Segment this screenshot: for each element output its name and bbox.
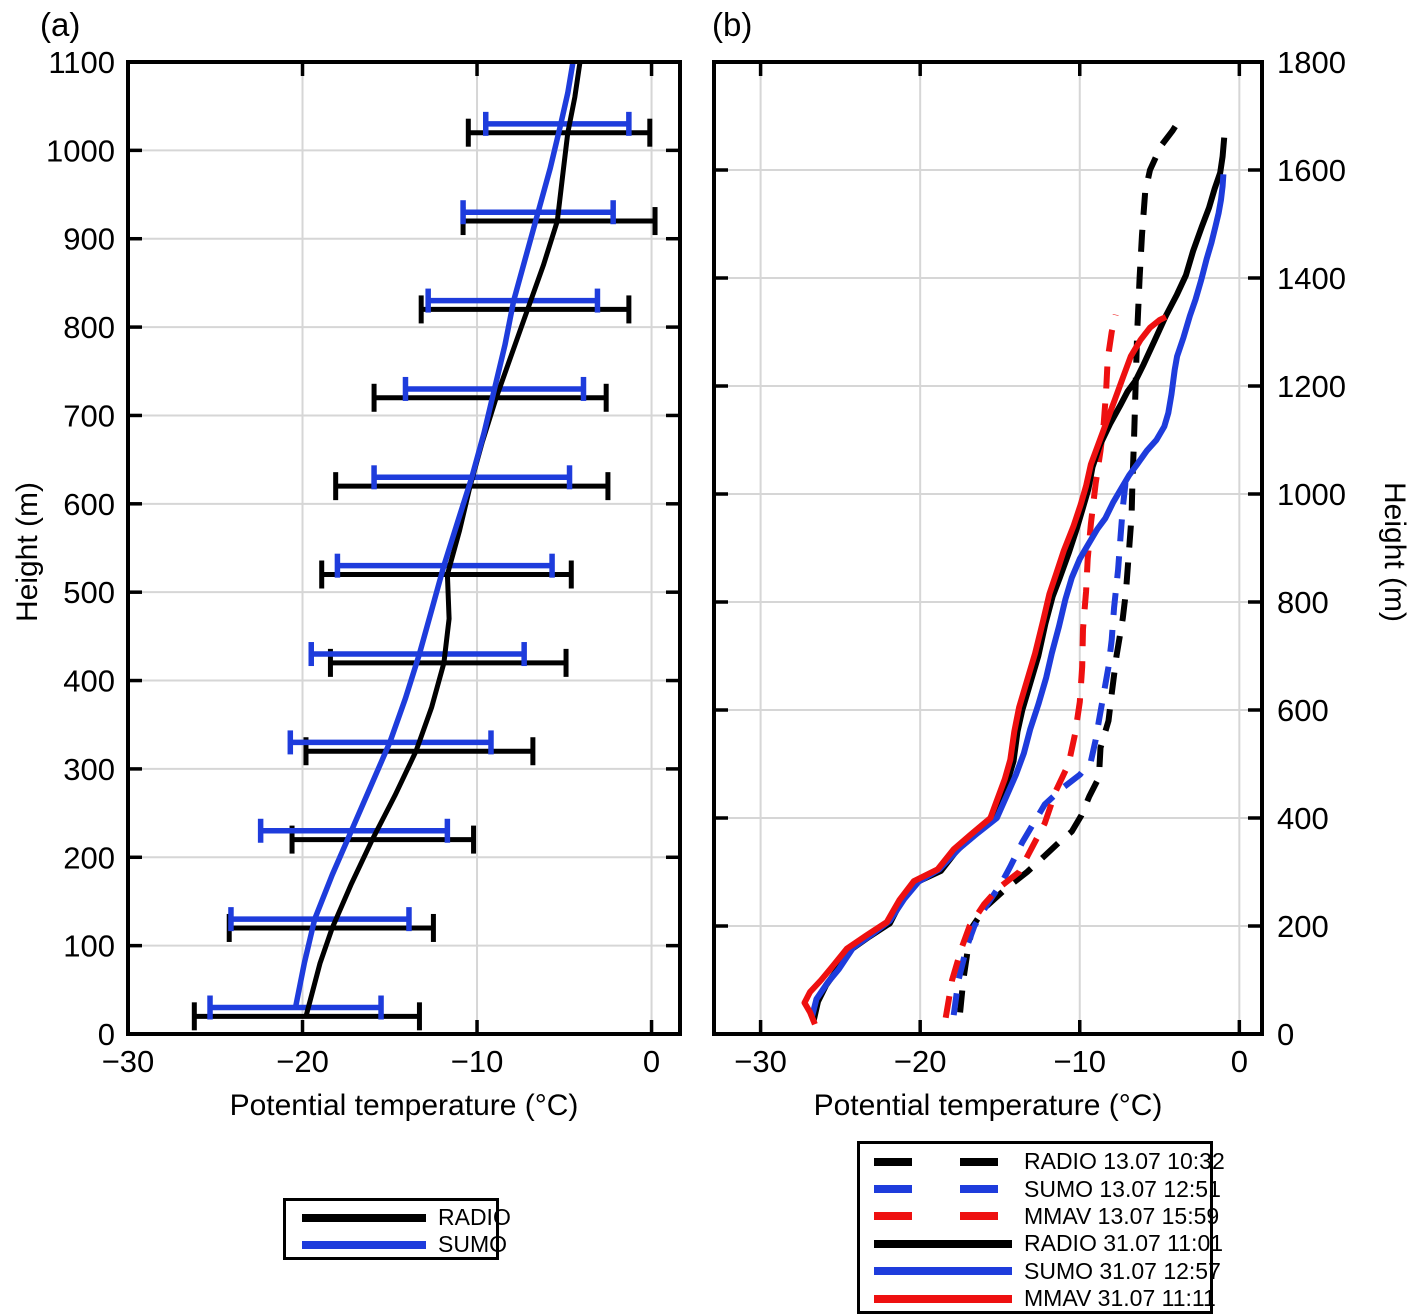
x-tick-label: −30 [734, 1044, 787, 1079]
y-tick-label: 500 [63, 575, 115, 610]
series-radio-13-07-10-32 [957, 121, 1180, 1013]
panel-a-tag: (a) [40, 6, 81, 43]
y-tick-label: 400 [63, 664, 115, 699]
series-sumo-31-07-12-57 [808, 174, 1227, 1019]
x-tick-label: −20 [894, 1044, 947, 1079]
panel-a-plot: −30 −20 −10 0 0 100 200 300 400 500 600 700 800 900 10… [46, 45, 682, 1079]
solid-red-line-swatch [874, 1294, 1012, 1303]
legend-entry-label: SUMO 13.07 12:51 [1024, 1175, 1221, 1202]
panel-a-yaxis-title: Height (m) [11, 481, 44, 623]
legend-entry-radio-13-07-10-32: RADIO 13.07 10:32 [860, 1148, 1225, 1175]
legend-entry-radio-31-07-11-01: RADIO 31.07 11:01 [860, 1230, 1223, 1257]
y-tick-label: 1800 [1277, 45, 1346, 80]
x-tick-label: −10 [1053, 1044, 1106, 1079]
legend-entry-label: RADIO [438, 1204, 511, 1230]
series-sumo-13-07-12-51 [950, 469, 1129, 1016]
errorbars-radio [191, 118, 658, 1031]
y-tick-label: 0 [98, 1017, 115, 1052]
y-tick-label: 1400 [1277, 261, 1346, 296]
legend-entry-sumo-31-07-12-57: SUMO 31.07 12:57 [860, 1258, 1221, 1285]
y-tick-label: 1600 [1277, 153, 1346, 188]
legend-entry-label: SUMO 31.07 12:57 [1024, 1257, 1221, 1284]
y-tick-label: 900 [63, 222, 115, 257]
series-mmav-31-07-11-11 [801, 314, 1168, 1026]
legend-entry-sumo-13-07-12-51: SUMO 13.07 12:51 [860, 1175, 1221, 1202]
tick-labels: −30 −20 −10 00 200 400 600 800 1000 1200 1400 1600 1… [734, 45, 1346, 1079]
panel-a-legend: RADIO SUMO [283, 1198, 511, 1260]
dashed-red-line-swatch [874, 1212, 1012, 1221]
dashed-blue-line-swatch [874, 1185, 1012, 1194]
y-tick-label: 200 [63, 840, 115, 875]
legend-entry-label: RADIO 31.07 11:01 [1024, 1230, 1224, 1257]
legend-entry-mmav-31-07-11-11: MMAV 31.07 11:11 [860, 1285, 1216, 1312]
tick-labels: −30 −20 −10 0 0 100 200 300 400 500 600 700 800 900 10… [46, 45, 660, 1079]
legend-entry-label: MMAV 13.07 15:59 [1024, 1202, 1220, 1229]
y-tick-label: 800 [1277, 585, 1329, 620]
tick-marks [714, 60, 1262, 1036]
y-tick-label: 1000 [1277, 477, 1346, 512]
legend-entry-radio: RADIO [286, 1204, 511, 1231]
gridlines [714, 62, 1262, 1034]
y-tick-label: 800 [63, 310, 115, 345]
y-tick-label: 1100 [48, 45, 115, 80]
y-tick-label: 300 [63, 752, 115, 787]
y-tick-label: 1000 [46, 133, 115, 168]
x-tick-label: −20 [276, 1044, 329, 1079]
y-tick-label: 700 [63, 398, 115, 433]
y-tick-label: 1200 [1277, 369, 1346, 404]
solid-black-line-swatch [302, 1213, 426, 1222]
panel-b-yaxis-title: Height (m) [1378, 481, 1411, 623]
y-tick-label: 400 [1277, 801, 1329, 836]
series-sumo [292, 61, 576, 1009]
legend-entry-label: MMAV 31.07 11:11 [1024, 1285, 1216, 1312]
panel-a-xaxis-title: Potential temperature (°C) [229, 1089, 579, 1122]
x-tick-label: 0 [643, 1044, 660, 1079]
legend-entry-sumo: SUMO [286, 1231, 507, 1258]
dashed-black-line-swatch [874, 1157, 1012, 1166]
panel-b-tag: (b) [712, 6, 753, 43]
y-tick-label: 600 [63, 487, 115, 522]
errorbars-sumo [207, 111, 632, 1020]
tick-marks [126, 60, 680, 1036]
solid-blue-line-swatch [302, 1240, 426, 1249]
x-tick-label: 0 [1231, 1044, 1248, 1079]
solid-black-line-swatch [874, 1239, 1012, 1248]
y-tick-label: 200 [1277, 909, 1329, 944]
series-radio-31-07-11-01 [810, 137, 1228, 1023]
y-tick-label: 100 [63, 929, 115, 964]
legend-entry-mmav-13-07-15-59: MMAV 13.07 15:59 [860, 1203, 1219, 1230]
panel-b-xaxis-title: Potential temperature (°C) [813, 1089, 1163, 1122]
legend-entry-label: RADIO 13.07 10:32 [1024, 1148, 1225, 1175]
axes-frame [126, 60, 682, 1036]
legend-entry-label: SUMO [438, 1231, 507, 1257]
series-radio [303, 61, 583, 1017]
x-tick-label: −30 [102, 1044, 155, 1079]
x-tick-label: −10 [451, 1044, 504, 1079]
panel-b-legend: RADIO 13.07 10:32 SUMO 13.07 12:51 MMAV 13… [857, 1141, 1225, 1314]
solid-blue-line-swatch [874, 1267, 1012, 1276]
y-tick-label: 0 [1277, 1017, 1294, 1052]
gridlines [128, 62, 680, 1034]
axes-frame [712, 60, 1264, 1036]
y-tick-label: 600 [1277, 693, 1329, 728]
panel-b-plot: −30 −20 −10 00 200 400 600 800 1000 1200 1400 1600 1… [712, 45, 1346, 1079]
